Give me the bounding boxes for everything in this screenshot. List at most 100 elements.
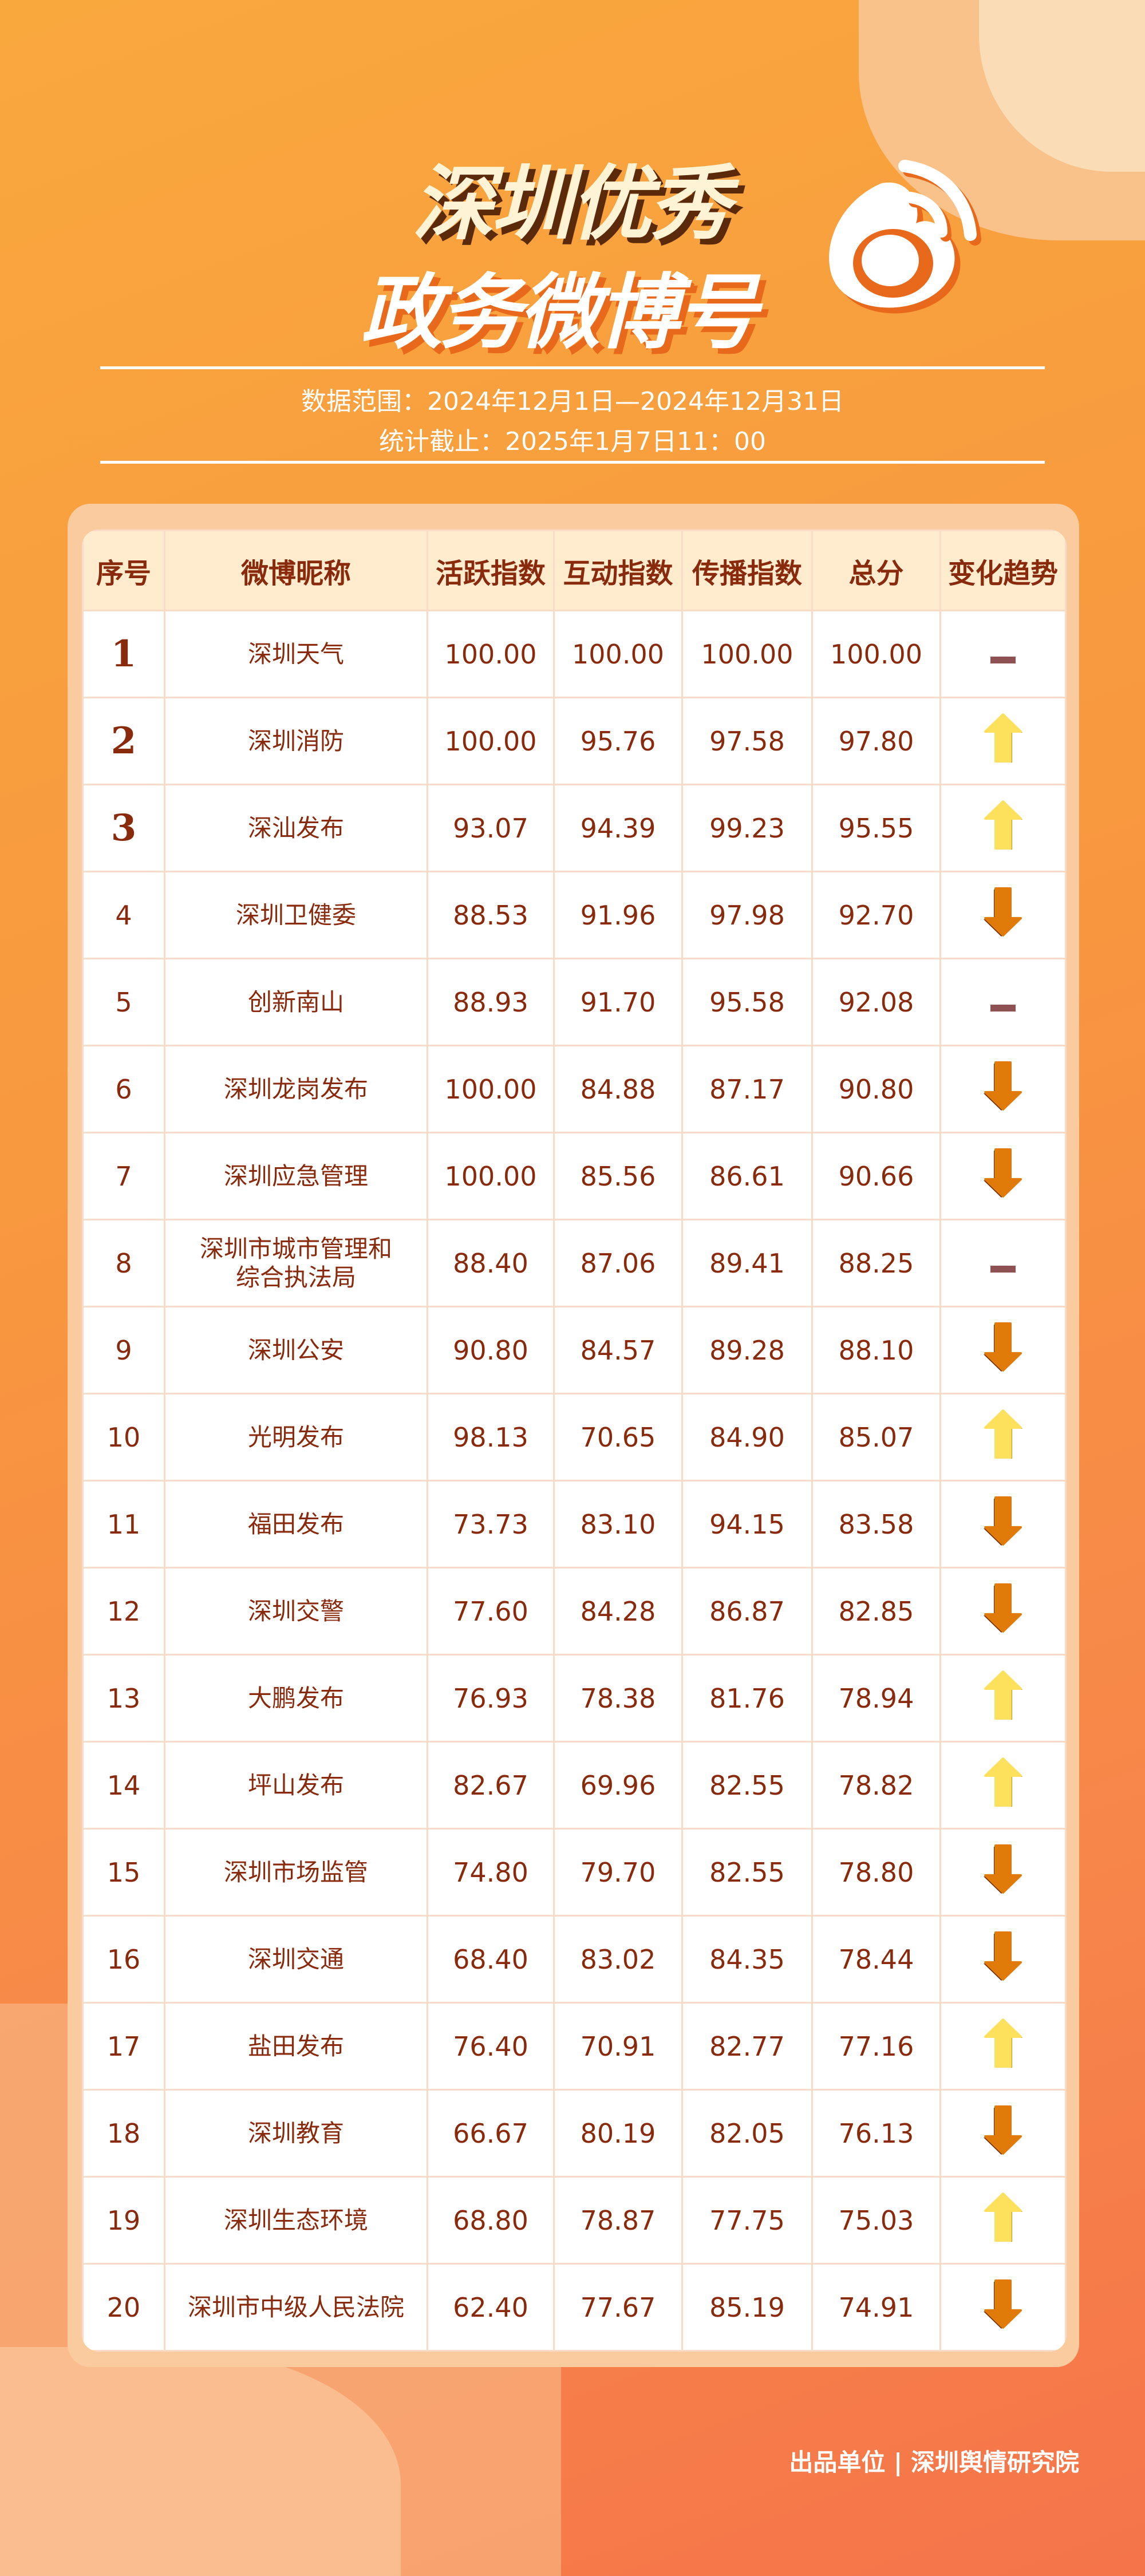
account-name: 深圳市场监管 xyxy=(164,1828,428,1917)
title-line2: 政务微博号 xyxy=(361,266,758,360)
activity-index: 88.40 xyxy=(427,1219,555,1307)
column-header: 传播指数 xyxy=(681,530,813,611)
total-score: 75.03 xyxy=(811,2176,941,2265)
trend-down-icon xyxy=(939,2089,1067,2178)
account-name: 深圳应急管理 xyxy=(164,1132,428,1220)
activity-index: 68.40 xyxy=(427,1915,555,2004)
rank: 18 xyxy=(82,2089,165,2178)
trend-up-icon xyxy=(939,784,1067,872)
rank: 14 xyxy=(82,1741,165,1830)
account-name: 深汕发布 xyxy=(164,784,428,872)
rank: 8 xyxy=(82,1219,165,1307)
interaction-index: 69.96 xyxy=(553,1741,683,1830)
rank: 1 xyxy=(82,610,165,698)
total-score: 78.82 xyxy=(811,1741,941,1830)
table-row: 7 深圳应急管理 100.00 85.56 86.61 90.66 xyxy=(82,1132,1067,1220)
interaction-index: 78.87 xyxy=(553,2176,683,2265)
spread-index: 84.35 xyxy=(681,1915,813,2004)
spread-index: 85.19 xyxy=(681,2263,813,2352)
interaction-index: 87.06 xyxy=(553,1219,683,1307)
divider xyxy=(100,461,1045,464)
rank: 7 xyxy=(82,1132,165,1220)
rank: 13 xyxy=(82,1654,165,1743)
activity-index: 100.00 xyxy=(427,1132,555,1220)
spread-index: 89.41 xyxy=(681,1219,813,1307)
interaction-index: 84.28 xyxy=(553,1567,683,1656)
account-name: 深圳卫健委 xyxy=(164,871,428,959)
trend-down-icon xyxy=(939,1132,1067,1220)
account-name: 深圳公安 xyxy=(164,1306,428,1394)
table-row: 11 福田发布 73.73 83.10 94.15 83.58 xyxy=(82,1480,1067,1568)
trend-flat-icon xyxy=(939,610,1067,698)
interaction-index: 70.65 xyxy=(553,1393,683,1481)
rank: 10 xyxy=(82,1393,165,1481)
interaction-index: 91.70 xyxy=(553,958,683,1046)
interaction-index: 78.38 xyxy=(553,1654,683,1743)
cutoff-time: 统计截止：2025年1月7日11：00 xyxy=(379,427,766,456)
spread-index: 100.00 xyxy=(681,610,813,698)
interaction-index: 94.39 xyxy=(553,784,683,872)
table-row: 3 深汕发布 93.07 94.39 99.23 95.55 xyxy=(82,784,1067,872)
activity-index: 100.00 xyxy=(427,610,555,698)
table-row: 20 深圳市中级人民法院 62.40 77.67 85.19 74.91 xyxy=(82,2263,1067,2352)
trend-down-icon xyxy=(939,1567,1067,1656)
total-score: 90.80 xyxy=(811,1045,941,1133)
rank: 3 xyxy=(82,784,165,872)
spread-index: 77.75 xyxy=(681,2176,813,2265)
ranking-card: 序号 微博昵称 活跃指数 互动指数 传播指数 总分 变化趋势 1 深圳天气 100.00 100.… xyxy=(68,504,1079,2367)
activity-index: 68.80 xyxy=(427,2176,555,2265)
table-row: 19 深圳生态环境 68.80 78.87 77.75 75.03 xyxy=(82,2176,1067,2265)
table-row: 2 深圳消防 100.00 95.76 97.58 97.80 xyxy=(82,697,1067,785)
column-header: 序号 xyxy=(82,530,165,611)
column-header: 微博昵称 xyxy=(164,530,428,611)
rank: 15 xyxy=(82,1828,165,1917)
account-name: 大鹏发布 xyxy=(164,1654,428,1743)
table-row: 14 坪山发布 82.67 69.96 82.55 78.82 xyxy=(82,1741,1067,1830)
table-row: 15 深圳市场监管 74.80 79.70 82.55 78.80 xyxy=(82,1828,1067,1917)
table-row: 18 深圳教育 66.67 80.19 82.05 76.13 xyxy=(82,2089,1067,2178)
trend-up-icon xyxy=(939,2176,1067,2265)
account-name: 深圳市城市管理和综合执法局 xyxy=(164,1219,428,1307)
interaction-index: 84.57 xyxy=(553,1306,683,1394)
rank: 2 xyxy=(82,697,165,785)
rank: 17 xyxy=(82,2002,165,2091)
table-row: 4 深圳卫健委 88.53 91.96 97.98 92.70 xyxy=(82,871,1067,959)
spread-index: 82.77 xyxy=(681,2002,813,2091)
activity-index: 73.73 xyxy=(427,1480,555,1568)
total-score: 78.80 xyxy=(811,1828,941,1917)
activity-index: 76.40 xyxy=(427,2002,555,2091)
table-row: 5 创新南山 88.93 91.70 95.58 92.08 xyxy=(82,958,1067,1046)
total-score: 76.13 xyxy=(811,2089,941,2178)
interaction-index: 79.70 xyxy=(553,1828,683,1917)
trend-down-icon xyxy=(939,2263,1067,2352)
total-score: 78.94 xyxy=(811,1654,941,1743)
activity-index: 88.93 xyxy=(427,958,555,1046)
activity-index: 76.93 xyxy=(427,1654,555,1743)
total-score: 74.91 xyxy=(811,2263,941,2352)
spread-index: 89.28 xyxy=(681,1306,813,1394)
account-name: 深圳市中级人民法院 xyxy=(164,2263,428,2352)
total-score: 90.66 xyxy=(811,1132,941,1220)
rank: 11 xyxy=(82,1480,165,1568)
spread-index: 82.05 xyxy=(681,2089,813,2178)
rank: 19 xyxy=(82,2176,165,2265)
total-score: 97.80 xyxy=(811,697,941,785)
account-name: 深圳龙岗发布 xyxy=(164,1045,428,1133)
title-line1: 深圳优秀 xyxy=(412,157,731,251)
trend-down-icon xyxy=(939,1828,1067,1917)
account-name: 深圳交警 xyxy=(164,1567,428,1656)
rank: 5 xyxy=(82,958,165,1046)
activity-index: 77.60 xyxy=(427,1567,555,1656)
spread-index: 97.58 xyxy=(681,697,813,785)
trend-down-icon xyxy=(939,871,1067,959)
account-name: 深圳消防 xyxy=(164,697,428,785)
spread-index: 99.23 xyxy=(681,784,813,872)
activity-index: 98.13 xyxy=(427,1393,555,1481)
table-row: 13 大鹏发布 76.93 78.38 81.76 78.94 xyxy=(82,1654,1067,1743)
table-row: 1 深圳天气 100.00 100.00 100.00 100.00 xyxy=(82,610,1067,698)
total-score: 88.10 xyxy=(811,1306,941,1394)
trend-down-icon xyxy=(939,1915,1067,2004)
total-score: 92.08 xyxy=(811,958,941,1046)
table-row: 6 深圳龙岗发布 100.00 84.88 87.17 90.80 xyxy=(82,1045,1067,1133)
interaction-index: 95.76 xyxy=(553,697,683,785)
